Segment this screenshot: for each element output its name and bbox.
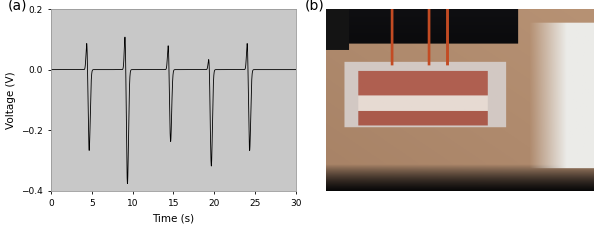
Y-axis label: Voltage (V): Voltage (V)	[5, 71, 16, 129]
Text: (a): (a)	[7, 0, 27, 12]
Text: (b): (b)	[305, 0, 324, 12]
X-axis label: Time (s): Time (s)	[153, 214, 195, 224]
